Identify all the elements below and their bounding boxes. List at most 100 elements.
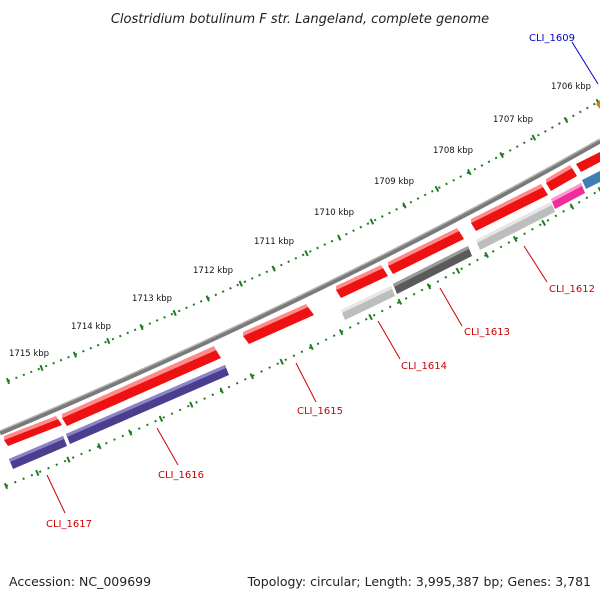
scale-tick (106, 337, 111, 345)
gene-label-cli-1612[interactable]: CLI_1612 (549, 284, 595, 295)
scale-tick (541, 219, 547, 226)
scale-tick (139, 323, 144, 331)
scale-tick (249, 373, 254, 380)
gene-feature[interactable] (62, 346, 216, 418)
gene-feature[interactable] (341, 286, 395, 320)
gene-feature[interactable] (243, 307, 314, 344)
scale-tick (338, 328, 344, 336)
gene-feature[interactable] (546, 165, 572, 183)
scale-tick (279, 358, 284, 365)
scale-tick (597, 186, 600, 192)
scale-tick (426, 283, 432, 290)
leader-line (295, 362, 317, 403)
scale-tick (5, 377, 11, 385)
scale-label-1708: 1708 kbp (433, 146, 473, 156)
inner-dotted-ring (5, 189, 600, 487)
scale-tick (3, 482, 9, 490)
scale-tick (128, 429, 133, 436)
scale-major-ticks (5, 98, 600, 385)
scale-tick (72, 351, 77, 358)
scale-tick (309, 343, 314, 351)
gene-feature[interactable] (336, 268, 388, 298)
gene-feature[interactable] (9, 436, 67, 469)
scale-tick (304, 250, 309, 257)
reverse-strand-genes (9, 171, 600, 469)
scale-tick (467, 169, 472, 176)
scale-tick (66, 456, 71, 463)
gene-label-cli-1609[interactable]: CLI_1609 (529, 33, 575, 44)
leader-line (377, 320, 401, 360)
gene-feature[interactable] (551, 183, 585, 209)
gene-feature[interactable] (393, 246, 472, 294)
gene-feature[interactable] (4, 419, 62, 446)
gene-label-leaders (46, 41, 599, 514)
gene-feature[interactable] (546, 168, 577, 191)
gene-feature[interactable] (596, 100, 600, 109)
scale-label-1714: 1714 kbp (71, 322, 111, 332)
scale-tick (499, 151, 504, 159)
scale-tick (158, 415, 164, 422)
scale-tick (238, 280, 243, 287)
scale-tick (368, 313, 373, 321)
scale-tick (189, 401, 194, 408)
gene-feature[interactable] (341, 286, 392, 313)
gene-feature[interactable] (336, 265, 383, 290)
scale-tick (35, 469, 40, 477)
gene-feature[interactable] (9, 436, 64, 462)
gene-feature[interactable] (582, 171, 600, 189)
gene-label-cli-1613[interactable]: CLI_1613 (464, 327, 510, 338)
gene-label-cli-1614[interactable]: CLI_1614 (401, 361, 447, 372)
scale-tick (39, 364, 44, 372)
scale-label-1712: 1712 kbp (193, 266, 233, 276)
leader-line (439, 287, 463, 327)
scale-tick (337, 234, 342, 241)
scale-tick (434, 185, 440, 193)
gene-feature[interactable] (388, 228, 459, 266)
scale-tick (484, 251, 489, 259)
scale-tick (397, 298, 403, 305)
scale-tick (219, 387, 224, 394)
scale-tick (531, 134, 537, 141)
scale-tick (97, 443, 102, 450)
scale-tick (402, 202, 407, 209)
gene-label-cli-1615[interactable]: CLI_1615 (297, 406, 343, 417)
scale-label-1713: 1713 kbp (132, 294, 172, 304)
gene-feature[interactable] (471, 184, 543, 223)
map-title: Clostridium botulinum F str. Langeland, … (111, 12, 489, 27)
gene-feature[interactable] (243, 304, 308, 336)
scale-tick (512, 235, 518, 243)
scale-label-1715: 1715 kbp (9, 349, 49, 359)
scale-tick (369, 218, 375, 225)
leader-line (46, 474, 66, 514)
gene-feature[interactable] (388, 231, 464, 274)
scale-label-1711: 1711 kbp (254, 237, 294, 247)
accession-text: Accession: NC_009699 (9, 574, 151, 589)
scale-label-1710: 1710 kbp (314, 208, 354, 218)
genome-backbone-highlight (0, 138, 600, 432)
genome-backbone (0, 138, 600, 436)
scale-tick (172, 309, 177, 317)
gene-feature[interactable] (66, 365, 226, 437)
gene-feature[interactable] (393, 246, 469, 287)
gene-feature[interactable] (66, 365, 229, 444)
leader-line (571, 41, 599, 85)
scale-tick (569, 203, 575, 210)
topology-text: Topology: circular; Length: 3,995,387 bp… (247, 574, 591, 589)
scale-label-1706: 1706 kbp (551, 82, 591, 92)
gene-feature[interactable] (471, 187, 548, 231)
gene-feature[interactable] (551, 183, 582, 202)
scale-dotted-ring (7, 101, 599, 382)
gene-feature[interactable] (62, 350, 221, 426)
gene-feature[interactable] (4, 416, 58, 440)
gene-feature[interactable] (576, 152, 600, 172)
gene-label-cli-1616[interactable]: CLI_1616 (158, 470, 204, 481)
leader-line (156, 427, 179, 466)
gene-feature[interactable] (476, 202, 555, 250)
scale-label-1709: 1709 kbp (374, 177, 414, 187)
scale-label-1707: 1707 kbp (493, 115, 533, 125)
gene-feature[interactable] (476, 202, 552, 243)
gene-label-cli-1617[interactable]: CLI_1617 (46, 519, 92, 530)
scale-tick (455, 267, 461, 274)
inner-major-ticks (3, 186, 600, 490)
